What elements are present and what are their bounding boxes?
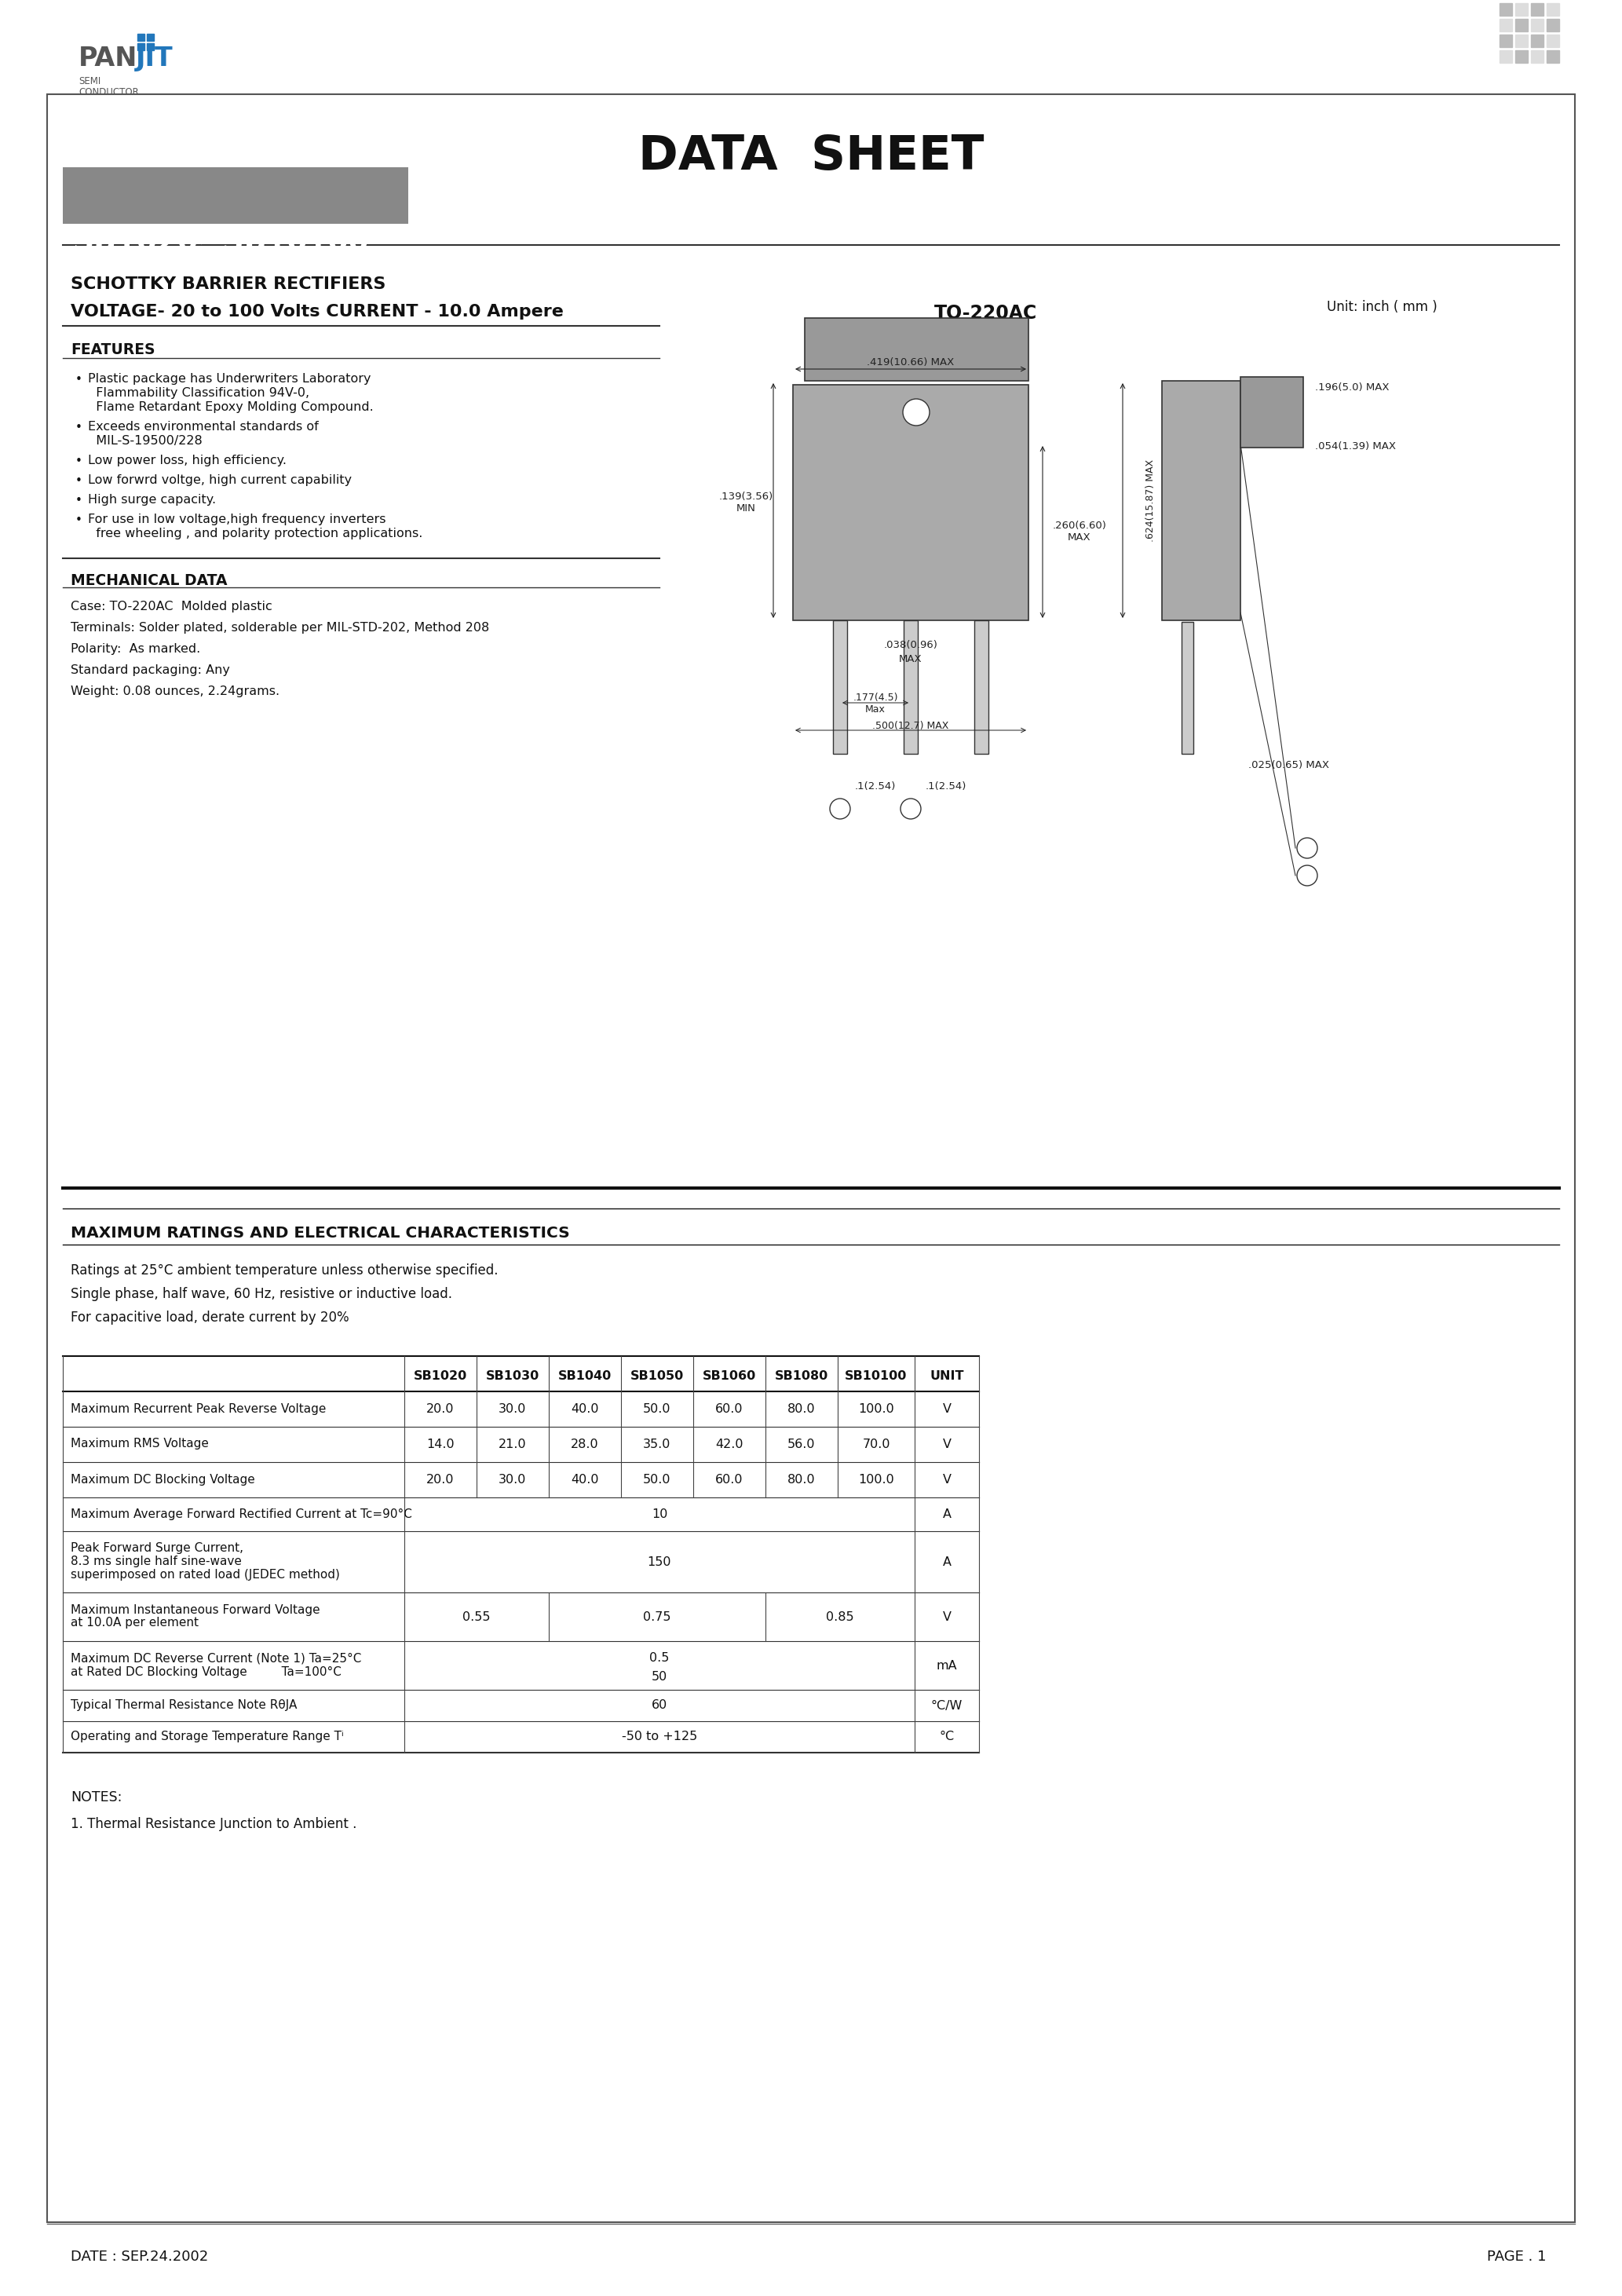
Text: Operating and Storage Temperature Range Tⁱ: Operating and Storage Temperature Range … <box>71 1731 344 1743</box>
Text: Weight: 0.08 ounces, 2.24grams.: Weight: 0.08 ounces, 2.24grams. <box>71 687 279 698</box>
Text: Typical Thermal Resistance Note RθJA: Typical Thermal Resistance Note RθJA <box>71 1699 297 1711</box>
Text: 80.0: 80.0 <box>788 1403 816 1414</box>
Text: •: • <box>75 374 83 386</box>
Text: V: V <box>942 1440 950 1451</box>
Text: 150: 150 <box>647 1557 672 1568</box>
Bar <box>1515 51 1528 62</box>
Text: JIT: JIT <box>136 46 174 71</box>
Text: 40.0: 40.0 <box>571 1403 599 1414</box>
Text: MECHANICAL DATA: MECHANICAL DATA <box>71 574 227 588</box>
Text: CONDUCTOR: CONDUCTOR <box>78 87 139 96</box>
Text: 0.85: 0.85 <box>826 1612 855 1623</box>
Text: FEATURES: FEATURES <box>71 342 156 358</box>
Text: .419(10.66) MAX: .419(10.66) MAX <box>868 358 954 367</box>
Circle shape <box>1298 838 1317 859</box>
Text: 70.0: 70.0 <box>863 1440 890 1451</box>
Text: .500(12.7) MAX: .500(12.7) MAX <box>873 721 949 730</box>
Text: Peak Forward Surge Current,: Peak Forward Surge Current, <box>71 1543 243 1554</box>
Text: SB10100: SB10100 <box>845 1371 907 1382</box>
Text: .260(6.60)
MAX: .260(6.60) MAX <box>1053 521 1106 542</box>
Text: V: V <box>942 1612 950 1623</box>
Text: 100.0: 100.0 <box>858 1474 894 1486</box>
Text: Maximum Average Forward Rectified Current at Tc=90°C: Maximum Average Forward Rectified Curren… <box>71 1508 412 1520</box>
Text: 35.0: 35.0 <box>644 1440 672 1451</box>
Bar <box>1499 2 1512 16</box>
Text: 50: 50 <box>652 1671 667 1683</box>
Bar <box>793 386 1028 620</box>
Text: .025(0.65) MAX: .025(0.65) MAX <box>1249 760 1328 769</box>
Text: SB1020: SB1020 <box>414 1371 467 1382</box>
Bar <box>1547 18 1559 32</box>
Bar <box>1547 51 1559 62</box>
Text: Standard packaging: Any: Standard packaging: Any <box>71 664 230 675</box>
Text: SCHOTTKY BARRIER RECTIFIERS: SCHOTTKY BARRIER RECTIFIERS <box>71 276 386 292</box>
Bar <box>1161 381 1241 620</box>
Text: 0.5: 0.5 <box>649 1651 670 1665</box>
Bar <box>148 34 154 41</box>
Text: V: V <box>942 1403 950 1414</box>
Text: .177(4.5): .177(4.5) <box>853 693 899 703</box>
Text: Maximum Instantaneous Forward Voltage: Maximum Instantaneous Forward Voltage <box>71 1605 320 1616</box>
Text: 1. Thermal Resistance Junction to Ambient .: 1. Thermal Resistance Junction to Ambien… <box>71 1816 357 1832</box>
Text: 40.0: 40.0 <box>571 1474 599 1486</box>
Circle shape <box>1298 866 1317 886</box>
Text: •: • <box>75 494 83 507</box>
Text: Low forwrd voltge, high current capability: Low forwrd voltge, high current capabili… <box>88 475 352 487</box>
Bar <box>1515 2 1528 16</box>
Bar <box>63 168 409 223</box>
Text: at Rated DC Blocking Voltage         Ta=100°C: at Rated DC Blocking Voltage Ta=100°C <box>71 1667 341 1678</box>
Text: Plastic package has Underwriters Laboratory: Plastic package has Underwriters Laborat… <box>88 372 371 386</box>
Text: 28.0: 28.0 <box>571 1440 599 1451</box>
Text: Unit: inch ( mm ): Unit: inch ( mm ) <box>1327 301 1437 315</box>
Text: MAX: MAX <box>899 654 923 664</box>
Text: Case: TO-220AC  Molded plastic: Case: TO-220AC Molded plastic <box>71 602 272 613</box>
Bar <box>1531 51 1544 62</box>
Text: 60.0: 60.0 <box>715 1474 743 1486</box>
Text: For use in low voltage,high frequency inverters: For use in low voltage,high frequency in… <box>88 514 386 526</box>
Bar <box>1547 2 1559 16</box>
Bar <box>1515 18 1528 32</box>
Text: Terminals: Solder plated, solderable per MIL-STD-202, Method 208: Terminals: Solder plated, solderable per… <box>71 622 490 634</box>
Text: NOTES:: NOTES: <box>71 1791 122 1805</box>
Text: VOLTAGE- 20 to 100 Volts CURRENT - 10.0 Ampere: VOLTAGE- 20 to 100 Volts CURRENT - 10.0 … <box>71 303 563 319</box>
Bar <box>148 44 154 51</box>
Text: SB1060: SB1060 <box>702 1371 756 1382</box>
Text: •: • <box>75 422 83 434</box>
Text: °C/W: °C/W <box>931 1699 963 1711</box>
Text: 20.0: 20.0 <box>427 1403 454 1414</box>
Text: .038(0.96): .038(0.96) <box>884 641 938 650</box>
Text: Ratings at 25°C ambient temperature unless otherwise specified.: Ratings at 25°C ambient temperature unle… <box>71 1263 498 1277</box>
Text: °C: °C <box>939 1731 954 1743</box>
Text: at 10.0A per element: at 10.0A per element <box>71 1616 198 1628</box>
Text: SEMI: SEMI <box>78 76 101 87</box>
Text: 21.0: 21.0 <box>498 1440 527 1451</box>
Text: SB1040: SB1040 <box>558 1371 611 1382</box>
Text: 1: 1 <box>1304 870 1311 882</box>
Text: 10: 10 <box>652 1508 668 1520</box>
Text: 50.0: 50.0 <box>644 1403 672 1414</box>
Bar <box>1515 34 1528 48</box>
Text: 56.0: 56.0 <box>788 1440 816 1451</box>
Bar <box>1547 34 1559 48</box>
Text: Maximum DC Blocking Voltage: Maximum DC Blocking Voltage <box>71 1474 255 1486</box>
Text: Maximum DC Reverse Current (Note 1) Ta=25°C: Maximum DC Reverse Current (Note 1) Ta=2… <box>71 1653 362 1665</box>
Text: A: A <box>942 1557 950 1568</box>
Text: 30.0: 30.0 <box>500 1403 527 1414</box>
Text: .1(2.54): .1(2.54) <box>926 781 967 792</box>
Text: Low power loss, high efficiency.: Low power loss, high efficiency. <box>88 455 287 466</box>
Text: .196(5.0) MAX: .196(5.0) MAX <box>1315 383 1388 393</box>
Text: MAXIMUM RATINGS AND ELECTRICAL CHARACTERISTICS: MAXIMUM RATINGS AND ELECTRICAL CHARACTER… <box>71 1226 569 1240</box>
Bar <box>1531 2 1544 16</box>
Text: TO-220AC: TO-220AC <box>934 303 1038 324</box>
Bar <box>975 620 988 753</box>
Text: SB1030: SB1030 <box>487 1371 540 1382</box>
Text: DATA  SHEET: DATA SHEET <box>637 133 985 179</box>
Bar <box>1531 34 1544 48</box>
Bar <box>903 620 918 753</box>
Text: 42.0: 42.0 <box>715 1440 743 1451</box>
Text: 100.0: 100.0 <box>858 1403 894 1414</box>
Text: 2: 2 <box>908 804 913 813</box>
Text: V: V <box>942 1474 950 1486</box>
Text: 0.75: 0.75 <box>644 1612 672 1623</box>
Bar <box>1499 51 1512 62</box>
